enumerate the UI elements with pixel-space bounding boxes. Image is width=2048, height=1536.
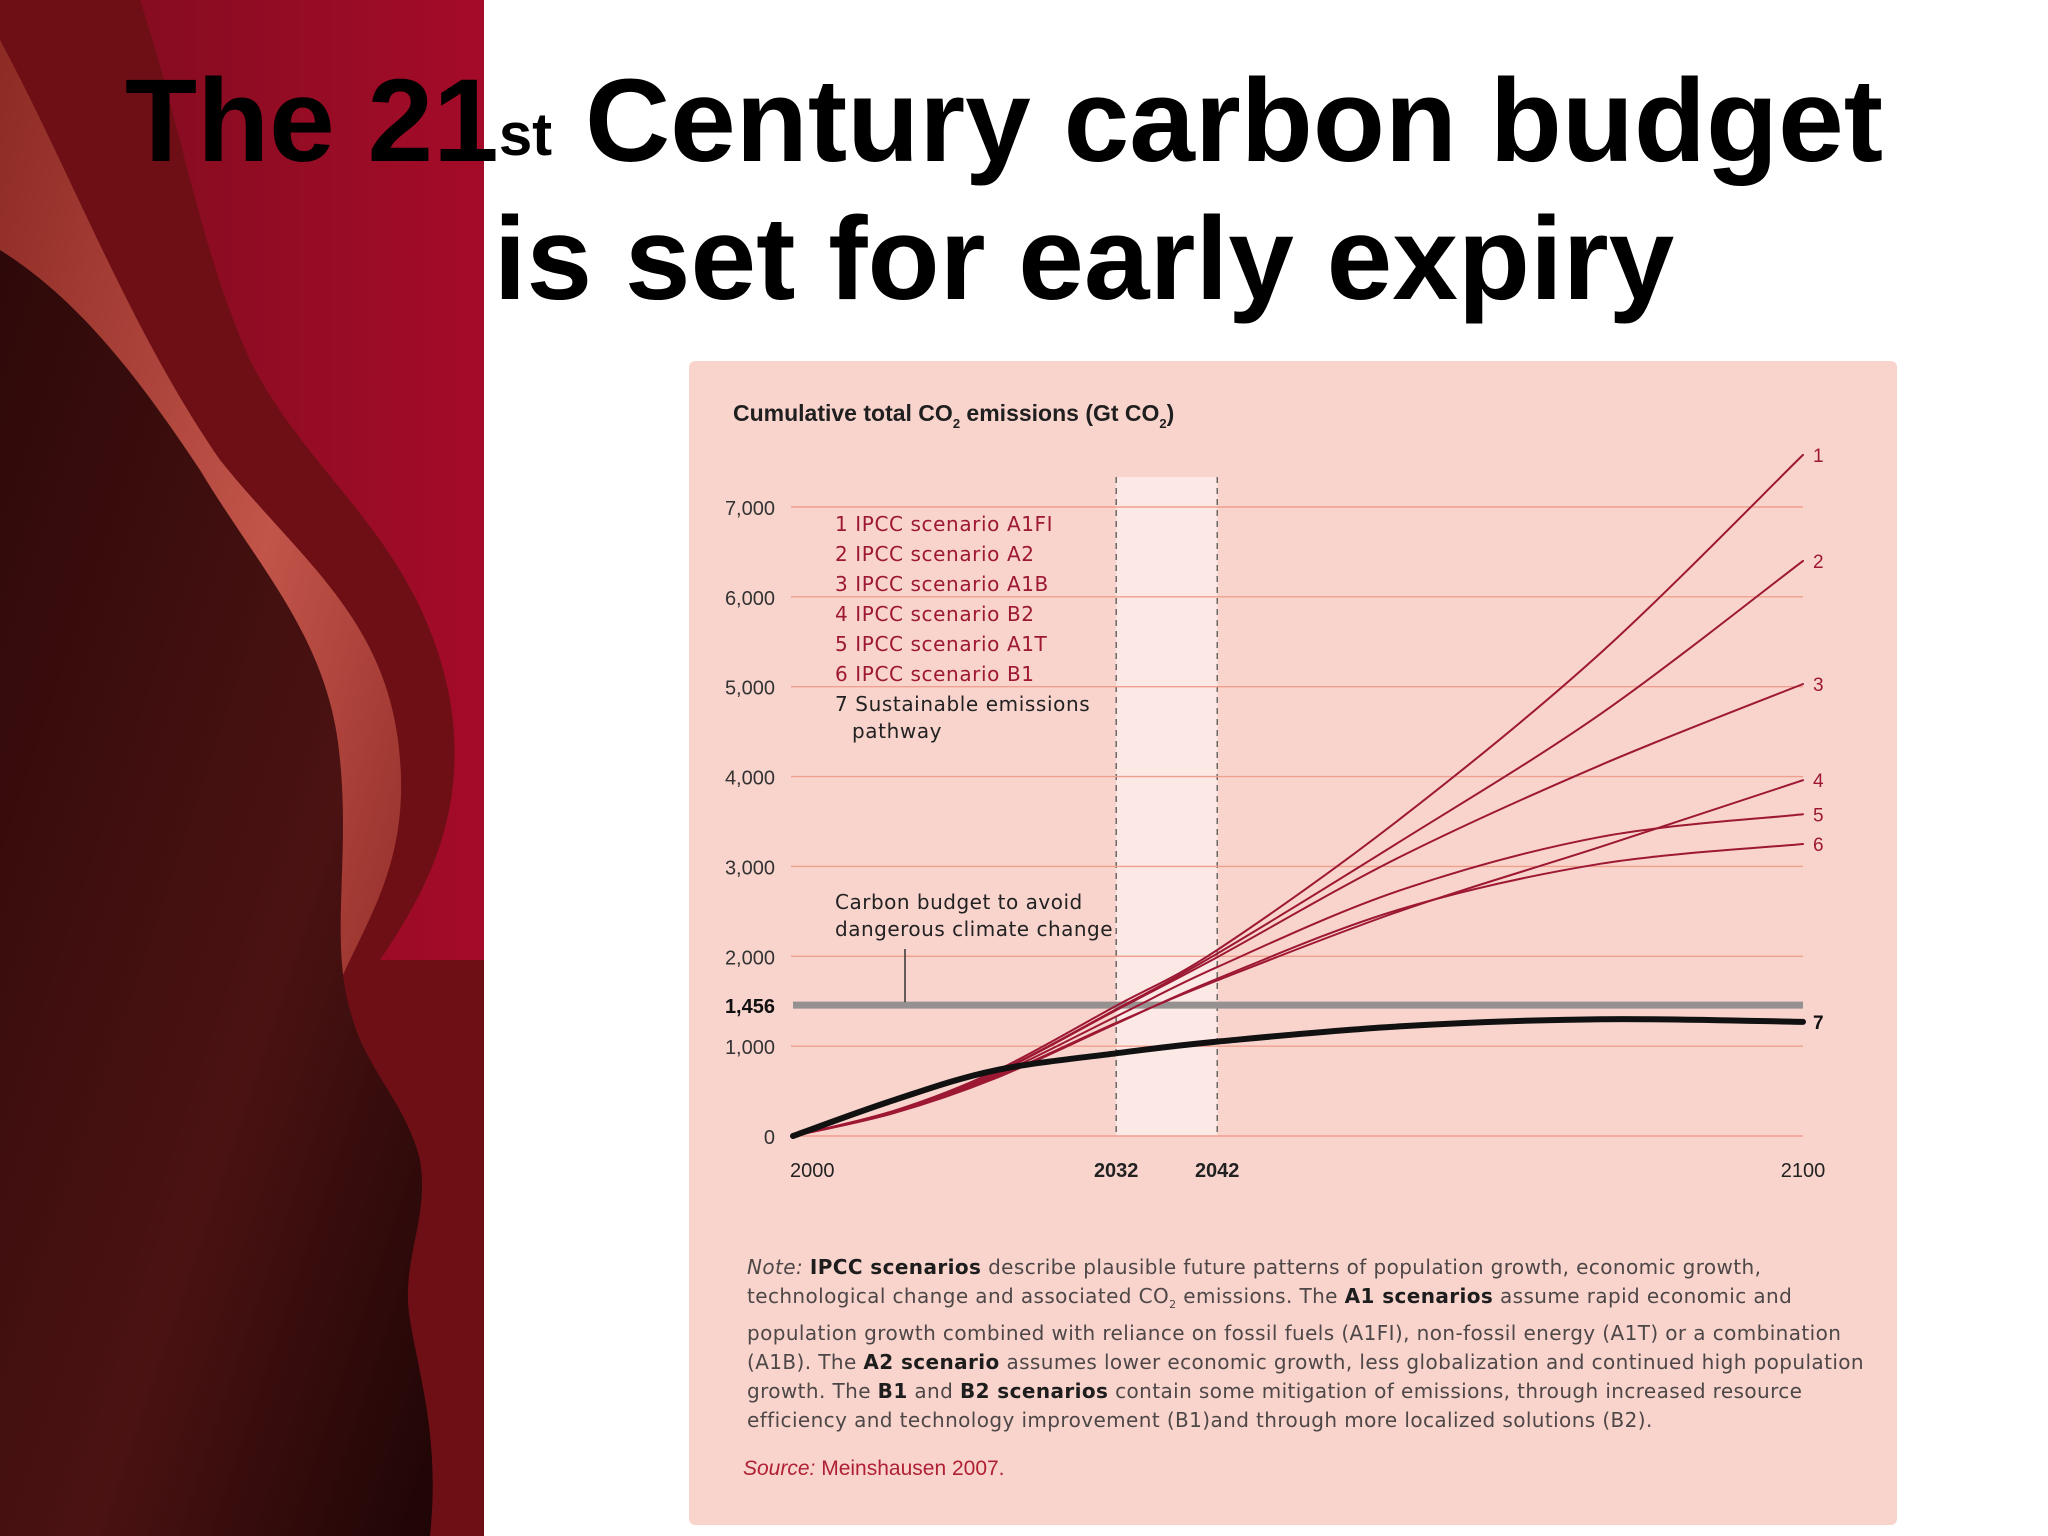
note-segment: emissions. The (1176, 1284, 1345, 1308)
x-tick-label: 2000 (790, 1160, 835, 1182)
budget-annotation-line: Carbon budget to avoid (835, 890, 1083, 914)
chart-source: Source: Meinshausen 2007. (743, 1457, 1005, 1481)
legend-entry: 5 IPCC scenario A1T (835, 632, 1048, 656)
chart-title-part-2: emissions (Gt CO (960, 400, 1159, 426)
series-line-5 (792, 813, 1804, 1137)
series-end-label-2: 2 (1813, 552, 1824, 573)
series-line-7 (790, 1016, 1806, 1139)
note-segment: assume rapid economic and population gro… (747, 1284, 1842, 1374)
y-tick-label: 2,000 (725, 947, 775, 969)
note-segment: A2 scenario (863, 1350, 1000, 1374)
series-end-label-3: 3 (1813, 675, 1824, 696)
y-tick-label: 6,000 (725, 588, 775, 610)
chart-title-part-3: ) (1167, 400, 1175, 426)
shaded-period (1116, 477, 1218, 1136)
legend-entry: 6 IPCC scenario B1 (835, 662, 1035, 686)
budget-value-label: 1,456 (725, 996, 775, 1018)
title-superscript: st (498, 101, 553, 168)
note-segment: IPCC scenarios (809, 1255, 982, 1279)
x-tick-label: 2100 (1781, 1160, 1826, 1182)
note-body: IPCC scenarios describe plausible future… (747, 1255, 1864, 1432)
series-line-6 (792, 843, 1804, 1137)
y-tick-label: 1,000 (725, 1037, 775, 1059)
note-label: Note: (747, 1255, 804, 1279)
note-segment: describe plausible future patterns of po… (747, 1255, 1762, 1308)
chart-title-sub-2: 2 (1159, 416, 1166, 431)
budget-annotation-line: dangerous climate change (835, 917, 1113, 941)
y-tick-label: 5,000 (725, 678, 775, 700)
note-segment: assumes lower economic growth, less glob… (747, 1350, 1864, 1403)
slide-title-line-2: is set for early expiry (493, 193, 1675, 325)
title-prefix: The 21 (124, 55, 499, 187)
chart-note: Note: IPCC scenarios describe plausible … (747, 1253, 1867, 1435)
note-segment: B2 scenarios (959, 1379, 1109, 1403)
y-tick-label: 0 (764, 1127, 775, 1149)
note-segment: B1 (877, 1379, 908, 1403)
title-rest: Century carbon budget (552, 55, 1884, 187)
legend-entry: 1 IPCC scenario A1FI (835, 512, 1053, 536)
legend-entry: 3 IPCC scenario A1B (835, 572, 1049, 596)
y-tick-label: 7,000 (725, 498, 775, 520)
legend-entry: 4 IPCC scenario B2 (835, 602, 1035, 626)
series-end-label-7: 7 (1813, 1013, 1824, 1034)
chart-title-sub-1: 2 (953, 416, 960, 431)
note-segment: A1 scenarios (1344, 1284, 1494, 1308)
series-end-label-5: 5 (1813, 805, 1824, 826)
slide-title-line-1: The 21st Century carbon budget (0, 52, 2048, 190)
y-tick-label: 3,000 (725, 857, 775, 879)
chart-title: Cumulative total CO2 emissions (Gt CO2) (733, 400, 1174, 431)
note-segment: and (907, 1379, 960, 1403)
y-tick-label: 4,000 (725, 768, 775, 790)
note-segment: 2 (1169, 1298, 1177, 1311)
source-text: Meinshausen 2007. (815, 1457, 1005, 1480)
emissions-chart: Cumulative total CO2 emissions (Gt CO2) … (725, 400, 1826, 1182)
source-label: Source: (743, 1457, 816, 1480)
legend-entry: pathway (852, 719, 942, 743)
decorative-face-silhouette (0, 0, 484, 1536)
decor-face-shape (0, 250, 433, 1536)
legend-entry: 2 IPCC scenario A2 (835, 542, 1035, 566)
slide-title: The 21st Century carbon budget is set fo… (0, 52, 2048, 328)
chart-panel: Cumulative total CO2 emissions (Gt CO2) … (689, 361, 1897, 1525)
x-tick-label: 2042 (1195, 1160, 1240, 1182)
legend-entry: 7 Sustainable emissions (835, 692, 1090, 716)
series-end-label-6: 6 (1813, 835, 1824, 856)
series-end-label-1: 1 (1813, 446, 1824, 467)
x-tick-label: 2032 (1094, 1160, 1139, 1182)
note-segment: contain some mitigation of emissions, th… (747, 1379, 1803, 1432)
chart-title-part-1: Cumulative total CO (733, 400, 953, 426)
series-end-label-4: 4 (1813, 771, 1824, 792)
